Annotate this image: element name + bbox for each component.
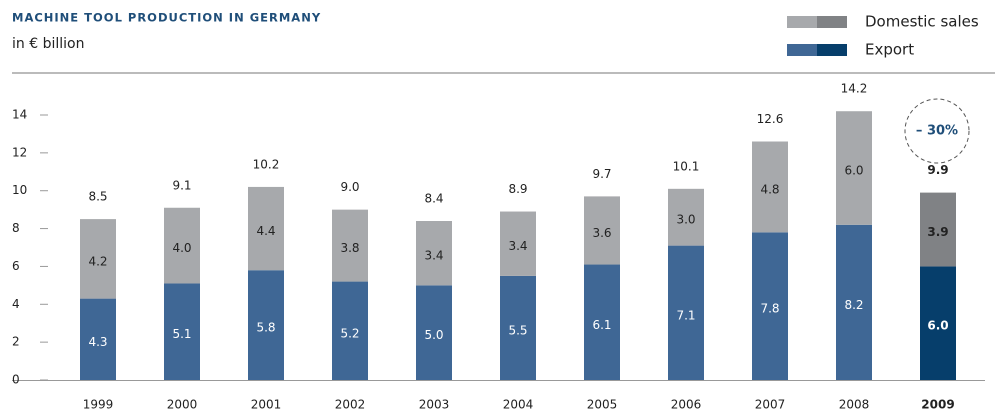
x-tick-label: 2004 xyxy=(503,398,534,412)
x-tick-label: 2008 xyxy=(839,398,870,412)
y-tick-label: 12 xyxy=(12,145,27,159)
bar-segment xyxy=(920,192,956,267)
x-tick-label: 2005 xyxy=(587,398,618,412)
annotation-circle xyxy=(904,98,970,164)
bar-label: 7.1 xyxy=(676,308,695,322)
bar-label: 3.8 xyxy=(340,241,359,255)
bar-segment xyxy=(80,298,116,380)
total-label: 10.2 xyxy=(253,157,280,171)
total-label: 8.9 xyxy=(508,182,527,196)
bar-segment xyxy=(500,211,536,276)
total-label: 12.6 xyxy=(757,112,784,126)
bar-segment xyxy=(164,207,200,284)
bar-label: 3.0 xyxy=(676,213,695,227)
bar-segment xyxy=(836,111,872,225)
y-tick-label: 6 xyxy=(12,259,20,273)
bar-label: 4.4 xyxy=(256,224,275,238)
chart-subtitle: in € billion xyxy=(12,36,84,52)
bar-segment xyxy=(248,186,284,271)
total-label: 14.2 xyxy=(841,82,868,96)
x-tick-label: 2006 xyxy=(671,398,702,412)
x-tick-label: 1999 xyxy=(83,398,114,412)
total-label: 9.9 xyxy=(927,163,948,177)
bar-label: 3.4 xyxy=(508,239,527,253)
legend-label: Domestic sales xyxy=(865,13,979,31)
chart-title: MACHINE TOOL PRODUCTION IN GERMANY xyxy=(12,11,321,25)
bar-label: 6.1 xyxy=(592,318,611,332)
bar-segment xyxy=(416,285,452,380)
bar-label: 5.8 xyxy=(256,321,275,335)
legend-swatch xyxy=(787,16,817,28)
bar-label: 5.1 xyxy=(172,327,191,341)
bar-segment xyxy=(164,283,200,380)
bar-segment xyxy=(668,188,704,246)
x-tick-label: 2002 xyxy=(335,398,366,412)
legend-swatch xyxy=(817,44,847,56)
bar-segment xyxy=(836,224,872,380)
bar-segment xyxy=(248,270,284,380)
y-tick-label: 10 xyxy=(12,183,27,197)
bar-label: 5.2 xyxy=(340,326,359,340)
x-tick-label: 2003 xyxy=(419,398,450,412)
legend-swatch xyxy=(817,16,847,28)
bar-label: 3.9 xyxy=(927,225,948,239)
x-tick-label: 2007 xyxy=(755,398,786,412)
bar-segment xyxy=(80,219,116,299)
y-tick-label: 2 xyxy=(12,335,20,349)
bar-label: 6.0 xyxy=(927,319,948,333)
bar-segment xyxy=(416,221,452,286)
bar-label: 4.3 xyxy=(88,335,107,349)
bar-segment xyxy=(752,232,788,380)
total-label: 9.0 xyxy=(340,180,359,194)
y-tick-label: 4 xyxy=(12,297,20,311)
bar-label: 4.8 xyxy=(760,182,779,196)
total-label: 9.1 xyxy=(172,178,191,192)
x-tick-label: 2000 xyxy=(167,398,198,412)
y-tick-label: 14 xyxy=(12,108,27,122)
x-tick-label: 2001 xyxy=(251,398,282,412)
x-tick-label: 2009 xyxy=(921,398,954,412)
bar-label: 4.0 xyxy=(172,241,191,255)
bar-label: 3.4 xyxy=(424,249,443,263)
bar-label: 6.0 xyxy=(844,164,863,178)
bar-segment xyxy=(500,275,536,380)
bar-label: 3.6 xyxy=(592,226,611,240)
bar-segment xyxy=(752,141,788,233)
bar-segment xyxy=(584,196,620,265)
total-label: 9.7 xyxy=(592,167,611,181)
legend-label: Export xyxy=(865,41,914,59)
bar-segment xyxy=(920,266,956,380)
bar-segment xyxy=(332,209,368,282)
bar-segment xyxy=(668,245,704,380)
bar-segment xyxy=(584,264,620,380)
bar-label: 5.0 xyxy=(424,328,443,342)
total-label: 8.4 xyxy=(424,192,443,206)
total-label: 10.1 xyxy=(673,159,700,173)
bar-label: 7.8 xyxy=(760,302,779,316)
annotation: – 30% xyxy=(916,124,958,139)
bar-segment xyxy=(332,281,368,380)
bar-label: 4.2 xyxy=(88,254,107,268)
bar-label: 5.5 xyxy=(508,323,527,337)
bar-label: 8.2 xyxy=(844,298,863,312)
total-label: 8.5 xyxy=(88,190,107,204)
y-tick-label: 8 xyxy=(12,221,20,235)
legend-swatch xyxy=(787,44,817,56)
y-tick-label: 0 xyxy=(12,373,20,387)
